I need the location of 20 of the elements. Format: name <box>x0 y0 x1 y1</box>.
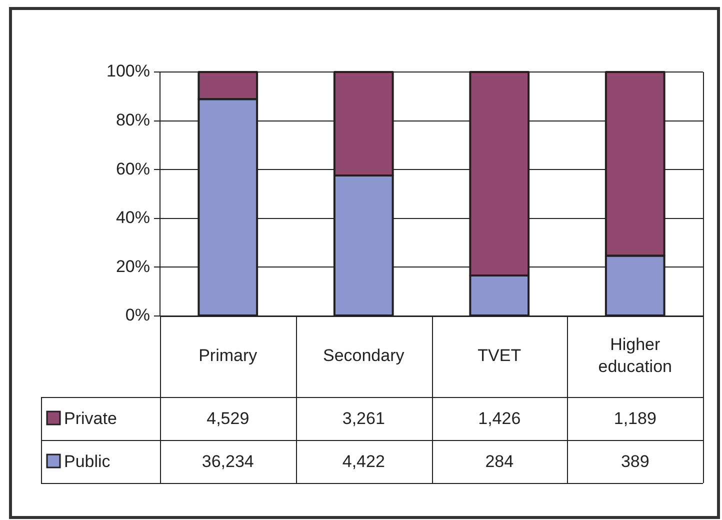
x-tick-label: TVET <box>478 346 522 366</box>
text: 3,261 <box>342 409 385 428</box>
y-tick-label: 80% <box>116 110 150 130</box>
y-tick-label: 0% <box>125 306 150 325</box>
y-tick-label: 100% <box>106 62 150 81</box>
text: 389 <box>620 452 650 472</box>
x-tick-label: Primary <box>198 346 258 366</box>
text: 1,426 <box>478 409 521 428</box>
x-tick-label: Higher education <box>598 335 672 376</box>
legend-label: Public <box>64 452 111 472</box>
y-tick-label: 40% <box>116 208 150 228</box>
x-tick-label: Secondary <box>322 346 405 366</box>
text: 4,422 <box>342 452 385 472</box>
y-tick-label: 20% <box>116 256 150 276</box>
text: 4,529 <box>206 409 250 428</box>
y-tick-label: 60% <box>116 159 150 178</box>
text: 284 <box>485 452 514 472</box>
text: 1,189 <box>614 409 656 428</box>
legend-label: Private <box>64 409 117 428</box>
text: 36,234 <box>202 452 254 472</box>
